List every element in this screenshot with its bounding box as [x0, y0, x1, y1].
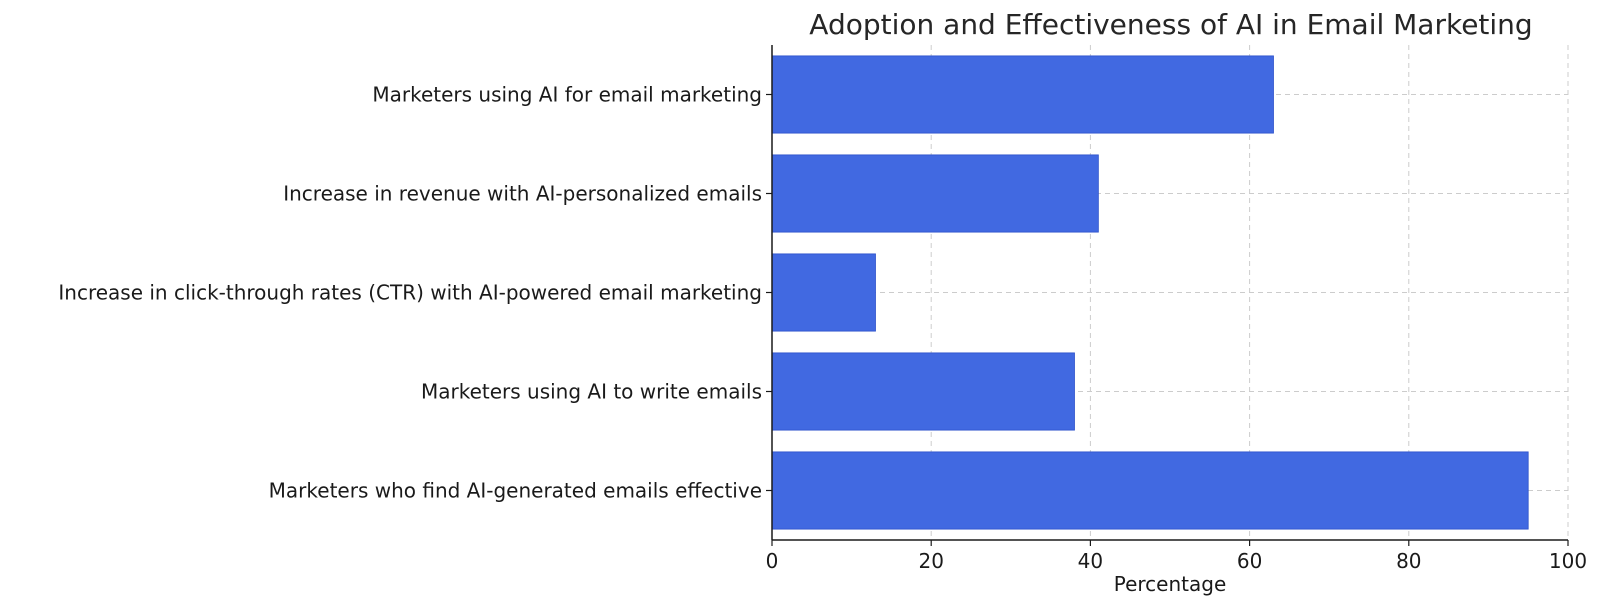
bar [771, 253, 876, 332]
bar [771, 352, 1075, 431]
bar [771, 154, 1099, 233]
category-label: Marketers using AI for email marketing [372, 83, 762, 107]
category-label: Increase in revenue with AI-personalized… [283, 182, 762, 206]
x-tick-label: 40 [1078, 549, 1103, 573]
category-label: Increase in click-through rates (CTR) wi… [58, 281, 762, 305]
category-label: Marketers who find AI-generated emails e… [269, 479, 762, 503]
x-tick-label: 0 [766, 549, 779, 573]
x-ticks: 0 20 40 60 80 100 [766, 540, 1587, 573]
bar [771, 451, 1529, 530]
x-tick-label: 100 [1549, 549, 1587, 573]
x-tick-label: 20 [918, 549, 943, 573]
bars [771, 55, 1529, 530]
x-axis-label: Percentage [1114, 572, 1227, 596]
chart-title: Adoption and Effectiveness of AI in Emai… [809, 8, 1532, 41]
category-label: Marketers using AI to write emails [421, 380, 762, 404]
bar [771, 55, 1274, 134]
x-tick-label: 80 [1396, 549, 1421, 573]
x-tick-label: 60 [1237, 549, 1262, 573]
category-labels: Marketers using AI for email marketing In… [58, 83, 772, 503]
